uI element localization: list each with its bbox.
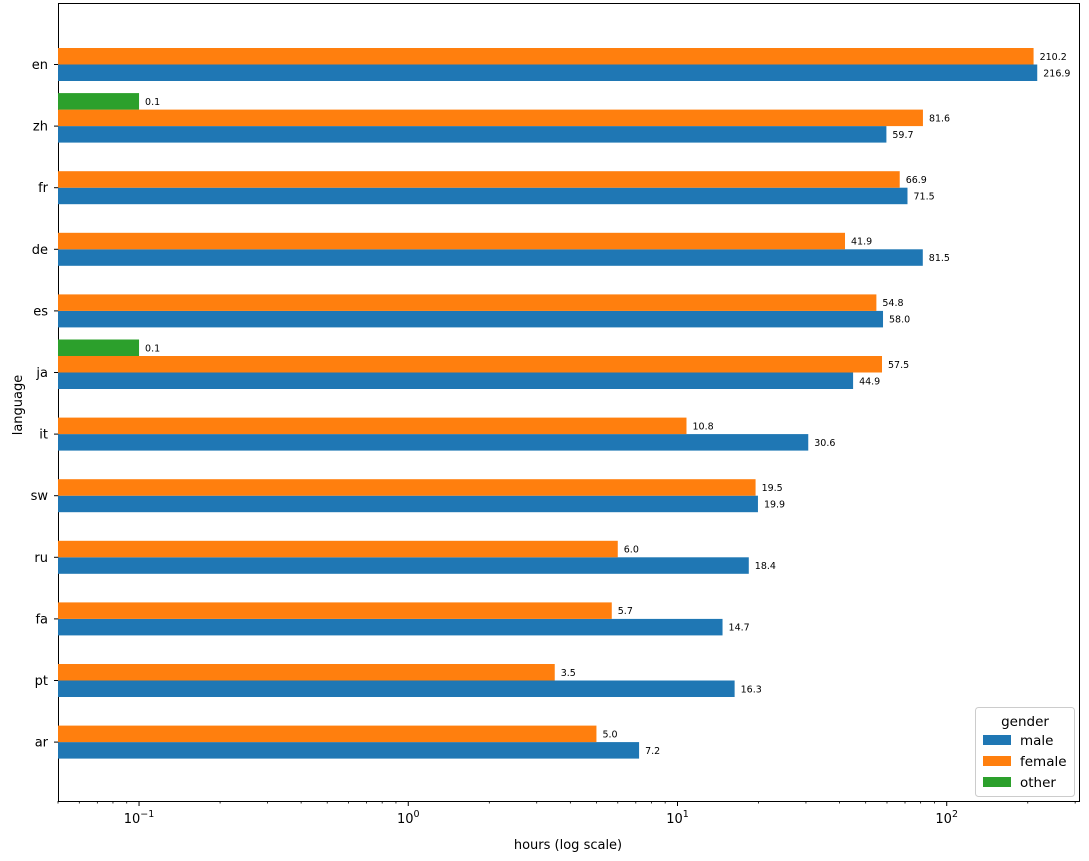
- data-label-male-es: 58.0: [889, 315, 910, 326]
- y-tick-label: fa: [35, 612, 48, 627]
- y-tick-label: sw: [31, 489, 49, 504]
- legend-label-other: other: [1020, 775, 1056, 791]
- bar-other-zh: [58, 93, 140, 110]
- x-tick-label: 101: [666, 809, 689, 827]
- plot-frame: [58, 3, 1080, 802]
- legend-title: gender: [1001, 714, 1049, 730]
- y-tick-label: de: [32, 243, 48, 258]
- bar-male-es: [58, 310, 884, 328]
- y-axis: en zh fr de es ja it sw ru fa pt ar: [31, 58, 58, 751]
- data-label-female-ja: 57.5: [888, 360, 909, 371]
- x-tick-label: 10−1: [124, 809, 155, 827]
- bar-male-pt: [58, 680, 735, 697]
- bar-male-en: [58, 64, 1038, 81]
- data-label-female-it: 10.8: [692, 421, 713, 432]
- x-tick-label: 100: [397, 809, 420, 827]
- y-tick-label: ar: [35, 736, 49, 751]
- data-label-male-ar: 7.2: [645, 746, 660, 757]
- bar-male-sw: [58, 495, 758, 513]
- bar-male-ja: [58, 372, 854, 389]
- y-tick-label: en: [32, 58, 48, 73]
- bar-female-fa: [58, 602, 612, 619]
- data-label-female-ru: 6.0: [624, 545, 639, 556]
- y-tick-label: fr: [38, 181, 49, 196]
- bar-female-fr: [58, 171, 900, 188]
- legend-box: [975, 707, 1075, 797]
- data-label-female-fa: 5.7: [618, 606, 633, 617]
- bar-female-es: [58, 294, 877, 311]
- bar-female-it: [58, 417, 687, 435]
- legend: gender male female other: [975, 707, 1075, 797]
- bar-male-ar: [58, 742, 640, 759]
- bar-male-de: [58, 249, 923, 266]
- data-label-male-zh: 59.7: [892, 130, 913, 141]
- data-label-male-it: 30.6: [814, 438, 835, 449]
- y-tick-label: ru: [34, 551, 48, 566]
- y-axis-label: language: [11, 375, 26, 436]
- data-label-male-sw: 19.9: [764, 499, 785, 510]
- bar-male-fa: [58, 618, 723, 636]
- bar-female-sw: [58, 479, 756, 496]
- x-axis-label: hours (log scale): [514, 838, 622, 853]
- bar-male-it: [58, 434, 809, 451]
- data-label-female-pt: 3.5: [561, 668, 576, 679]
- bars-layer: 216.9 210.2 59.7 81.6 0.1 71.5 66.9 81.5 41.9 58.…: [58, 48, 1070, 759]
- y-tick-label: ja: [35, 366, 48, 381]
- data-label-female-fr: 66.9: [906, 175, 927, 186]
- data-label-female-ar: 5.0: [602, 729, 617, 740]
- data-label-other-ja: 0.1: [145, 343, 160, 354]
- legend-items: male female other: [983, 733, 1067, 791]
- data-label-male-pt: 16.3: [741, 684, 762, 695]
- data-label-female-es: 54.8: [882, 298, 903, 309]
- y-tick-label: it: [39, 428, 48, 443]
- data-label-female-en: 210.2: [1040, 52, 1067, 63]
- data-label-male-fa: 14.7: [729, 623, 750, 634]
- data-label-female-zh: 81.6: [929, 113, 950, 124]
- data-label-female-de: 41.9: [851, 237, 872, 248]
- y-tick-label: pt: [35, 674, 48, 689]
- x-axis: 10−1 100 101 102: [57, 801, 1076, 827]
- data-label-other-zh: 0.1: [145, 97, 160, 108]
- y-tick-label: es: [33, 304, 48, 319]
- y-tick-label: zh: [33, 120, 48, 135]
- bar-female-ar: [58, 725, 597, 743]
- bar-female-pt: [58, 664, 555, 681]
- data-label-male-fr: 71.5: [913, 191, 934, 202]
- bar-female-en: [58, 48, 1034, 65]
- bar-female-de: [58, 232, 846, 250]
- data-label-male-de: 81.5: [929, 253, 950, 264]
- legend-label-male: male: [1020, 733, 1053, 749]
- bar-other-ja: [58, 339, 140, 356]
- x-tick-label: 102: [935, 809, 958, 827]
- data-label-female-sw: 19.5: [762, 483, 783, 494]
- bar-female-ru: [58, 540, 618, 558]
- legend-swatch-male: [983, 735, 1011, 745]
- bar-female-zh: [58, 109, 923, 127]
- legend-swatch-female: [983, 756, 1011, 766]
- data-label-male-en: 216.9: [1043, 68, 1070, 79]
- legend-swatch-other: [983, 777, 1011, 787]
- bar-male-fr: [58, 187, 908, 205]
- data-label-male-ru: 18.4: [755, 561, 776, 572]
- legend-label-female: female: [1020, 754, 1067, 770]
- bar-male-zh: [58, 126, 887, 143]
- bar-male-ru: [58, 557, 749, 574]
- bar-female-ja: [58, 356, 883, 373]
- data-label-male-ja: 44.9: [859, 376, 880, 387]
